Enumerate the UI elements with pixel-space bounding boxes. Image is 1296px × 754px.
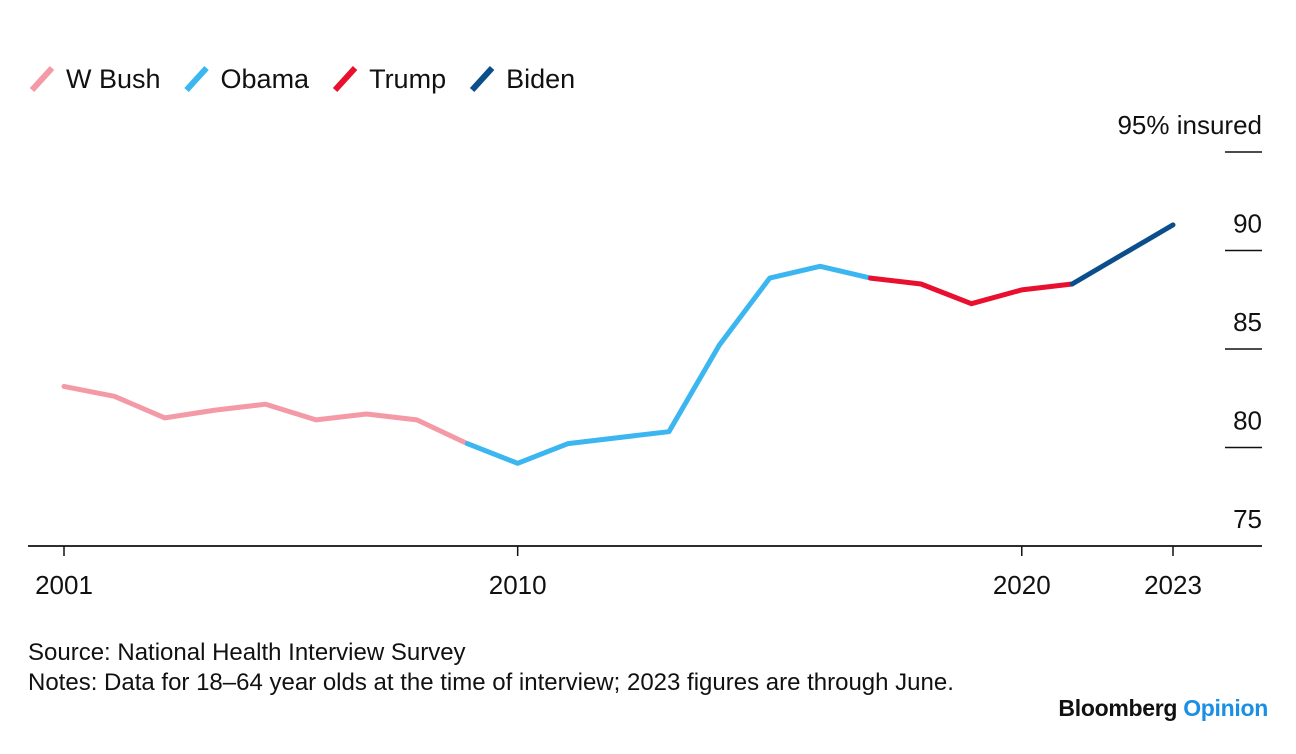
legend-item-obama: Obama (184, 64, 311, 94)
y-tick-label: 85 (1233, 307, 1262, 337)
legend-swatch (184, 65, 209, 93)
brand-logo-part2: Opinion (1183, 695, 1268, 721)
notes-text: Notes: Data for 18–64 year olds at the t… (28, 669, 954, 696)
x-tick-label: 2023 (1144, 570, 1202, 600)
legend-label: Biden (506, 64, 575, 94)
legend-label: Obama (221, 64, 311, 94)
x-axis: 2001 2010 2020 2023 (28, 545, 1262, 600)
series-line-trump (868, 275, 1075, 307)
legend-label: W Bush (66, 64, 161, 94)
brand-logo: Bloomberg Opinion (1058, 695, 1268, 722)
legend-item-biden: Biden (469, 64, 575, 94)
legend-item-trump: Trump (332, 64, 446, 94)
legend-swatch (29, 65, 55, 93)
y-axis: 95% insured 90 85 80 75 (1117, 110, 1262, 534)
legend-label: Trump (369, 64, 446, 94)
y-tick-label: 75 (1233, 504, 1262, 534)
x-tick-label: 2020 (993, 570, 1051, 600)
y-tick-label: 80 (1233, 406, 1262, 436)
brand-logo-part1: Bloomberg (1058, 695, 1178, 721)
legend-swatch (332, 65, 358, 93)
series-line-obama (464, 263, 873, 466)
series-line-w-bush (61, 383, 470, 447)
chart-footer: Source: National Health Interview Survey… (28, 638, 1018, 698)
legend-swatch (469, 65, 495, 93)
y-tick-label: 90 (1233, 209, 1262, 239)
series-line-biden (1069, 222, 1176, 287)
legend-item-w-bush: W Bush (29, 64, 161, 94)
x-tick-label: 2001 (35, 570, 93, 600)
y-tick-label: 95% insured (1117, 110, 1262, 140)
line-chart: W Bush Obama Trump Biden 95% insured 90 85 80 7… (28, 64, 1262, 600)
series-lines (61, 222, 1176, 466)
legend: W Bush Obama Trump Biden (29, 64, 575, 94)
source-note: Source: National Health Interview Survey (28, 639, 466, 666)
x-tick-label: 2010 (489, 570, 547, 600)
